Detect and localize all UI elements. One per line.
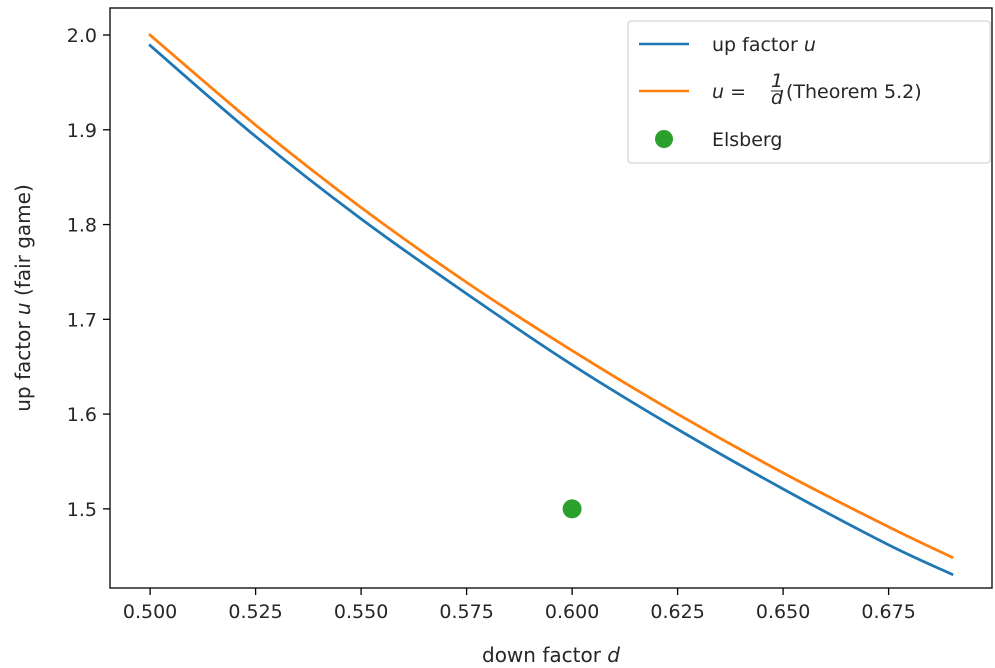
svg-text:(Theorem 5.2): (Theorem 5.2) xyxy=(786,81,922,103)
x-axis: 0.500 0.525 0.550 0.575 0.600 0.625 0.650 0.675 xyxy=(123,588,916,623)
x-axis-label: down factor d xyxy=(482,643,620,667)
y-tick-label: 1.8 xyxy=(67,215,97,237)
x-tick-label: 0.650 xyxy=(756,601,810,623)
x-tick-label: 0.625 xyxy=(650,601,704,623)
legend-label-theorem: u = 1 d (Theorem 5.2) xyxy=(712,70,922,109)
legend-frac-denominator: d xyxy=(771,87,784,109)
y-tick-label: 1.7 xyxy=(67,309,97,331)
legend-marker-elsberg xyxy=(655,130,673,148)
y-tick-label: 2.0 xyxy=(67,25,97,47)
x-tick-label: 0.550 xyxy=(334,601,388,623)
theorem-line xyxy=(148,33,954,560)
elsberg-point xyxy=(562,499,582,519)
y-axis-label: up factor u (fair game) xyxy=(11,184,35,412)
up-factor-line xyxy=(148,43,954,577)
x-tick-label: 0.500 xyxy=(123,601,177,623)
svg-text:u =: u = xyxy=(712,81,746,103)
plot-frame xyxy=(109,7,993,589)
x-tick-label: 0.600 xyxy=(545,601,599,623)
x-tick-label: 0.525 xyxy=(228,601,282,623)
x-tick-label: 0.675 xyxy=(861,601,915,623)
legend-box xyxy=(627,20,991,164)
legend-frac-numerator: 1 xyxy=(771,70,783,92)
legend: up factor u u = 1 d (Theorem 5.2) Elsber… xyxy=(627,20,991,164)
y-tick-label: 1.6 xyxy=(67,404,97,426)
legend-label-up-factor: up factor u xyxy=(712,34,816,56)
plot-marks xyxy=(148,33,954,577)
y-tick-label: 1.9 xyxy=(67,120,97,142)
x-tick-label: 0.575 xyxy=(439,601,493,623)
legend-label-elsberg: Elsberg xyxy=(712,129,782,151)
y-tick-label: 1.5 xyxy=(67,499,97,521)
y-axis: 1.5 1.6 1.7 1.8 1.9 2.0 xyxy=(67,25,110,521)
